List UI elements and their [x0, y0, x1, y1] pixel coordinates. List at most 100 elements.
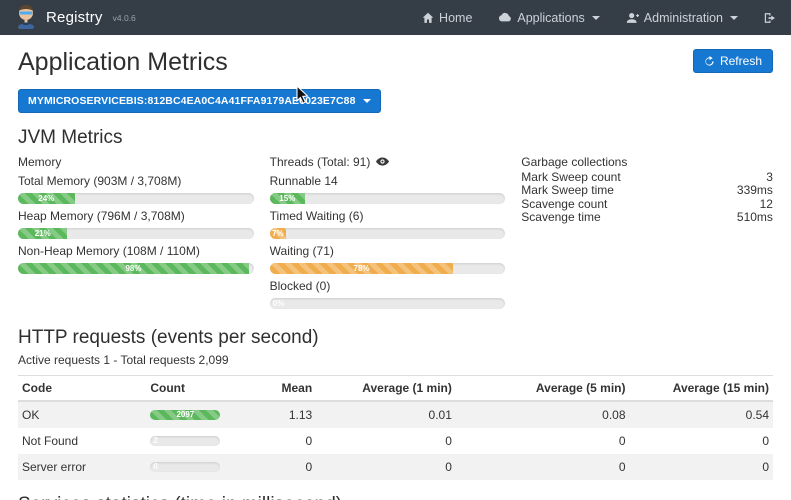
progress-track: 98% [18, 262, 254, 274]
refresh-icon [704, 55, 715, 67]
nav-administration-label: Administration [643, 10, 723, 25]
http-requests-subtitle: Active requests 1 - Total requests 2,099 [18, 352, 229, 367]
col-header-avg1: Average (1 min) [316, 374, 456, 402]
col-header-code: Code [18, 374, 147, 402]
count-bar-fill: 2 [150, 436, 157, 446]
refresh-label: Refresh [719, 54, 762, 68]
page-title: Application Metrics [18, 48, 228, 76]
http-avg1: 0 [445, 433, 452, 448]
nav-applications[interactable]: Applications [498, 10, 600, 25]
col-header-avg15: Average (15 min) [629, 374, 773, 402]
gc-value: 12 [759, 196, 773, 211]
http-mean: 0 [305, 459, 313, 474]
hipster-avatar-logo [14, 3, 38, 32]
progress-track: 0% [269, 297, 506, 309]
metric-waiting: Waiting (71) 78% [269, 244, 506, 274]
chevron-down-icon [730, 15, 738, 20]
brand-version: v4.0.6 [112, 12, 136, 23]
home-icon [422, 12, 434, 24]
metric-label: Heap Memory (796M / 3,708M) [18, 208, 185, 223]
count-bar-track: 2 [150, 435, 221, 446]
jvm-metrics-title: JVM Metrics [18, 126, 123, 148]
progress-value: 0% [272, 298, 285, 308]
count-value: 2 [153, 436, 158, 445]
brand-title: Registry [46, 9, 103, 26]
metric-nonheap-memory: Non-Heap Memory (108M / 110M) 98% [18, 244, 254, 274]
count-bar-track: 0 [150, 461, 221, 472]
user-admin-icon [626, 12, 639, 24]
table-header-row: Code Count Mean Average (1 min) Average … [18, 374, 773, 402]
progress-fill: 24% [18, 192, 75, 204]
http-avg15: 0.54 [745, 407, 769, 422]
progress-value: 78% [353, 263, 370, 273]
progress-value: 15% [279, 193, 296, 203]
progress-fill: 21% [18, 227, 68, 239]
nav-administration[interactable]: Administration [626, 11, 738, 25]
gc-value: 510ms [736, 210, 773, 224]
nav-home[interactable]: Home [422, 11, 472, 25]
instance-selector-label: MYMICROSERVICEBIS:812BC4EA0C4A41FFA9179A… [28, 94, 356, 107]
metric-blocked: Blocked (0) 0% [269, 278, 506, 309]
metric-label: Blocked (0) [269, 278, 331, 293]
nav-home-label: Home [439, 10, 473, 25]
threads-column: Threads (Total: 91) Runnable 14 15% Time… [269, 154, 522, 313]
progress-track: 15% [269, 192, 506, 204]
refresh-button[interactable]: Refresh [692, 49, 773, 73]
progress-fill: 7% [269, 227, 287, 239]
http-avg5: 0.08 [602, 407, 626, 422]
eye-icon[interactable] [376, 155, 390, 169]
http-requests-title: HTTP requests (events per second) [18, 326, 319, 348]
http-avg5: 0 [618, 459, 626, 474]
progress-value: 21% [34, 228, 51, 238]
metric-runnable: Runnable 14 15% [269, 173, 506, 204]
sign-out-icon [764, 12, 777, 24]
progress-track: 7% [269, 227, 506, 239]
table-row: Not Found 2 0 0 0 0 [18, 428, 773, 454]
sign-out-button[interactable] [764, 12, 777, 24]
gc-label: Scavenge time [521, 210, 601, 224]
count-bar-fill: 0 [150, 462, 157, 472]
table-row: Server error 0 0 0 0 0 [18, 453, 773, 480]
threads-subtitle: Threads (Total: 91) [269, 154, 371, 169]
instance-selector-dropdown[interactable]: MYMICROSERVICEBIS:812BC4EA0C4A41FFA9179A… [18, 88, 381, 113]
gc-row: Scavenge time 510ms [521, 210, 773, 225]
progress-track: 24% [18, 192, 254, 204]
metric-label: Total Memory (903M / 3,708M) [18, 173, 182, 188]
gc-row: Mark Sweep count 3 [521, 169, 773, 185]
memory-subtitle: Memory [18, 154, 62, 169]
count-value: 0 [153, 462, 158, 471]
brand[interactable]: Registry v4.0.6 [14, 3, 136, 32]
count-value: 2097 [176, 410, 195, 419]
progress-track: 78% [269, 262, 506, 274]
memory-column: Memory Total Memory (903M / 3,708M) 24% … [18, 155, 270, 313]
gc-label: Mark Sweep time [521, 183, 614, 197]
gc-label: Mark Sweep count [521, 169, 621, 184]
count-bar-fill: 2097 [150, 409, 221, 420]
http-avg1: 0 [445, 459, 452, 474]
metric-label: Runnable 14 [269, 173, 338, 188]
services-statistics-title: Services statistics (time in millisecond… [18, 494, 773, 500]
progress-fill: 15% [269, 192, 305, 204]
metric-label: Timed Waiting (6) [269, 208, 364, 223]
progress-value: 24% [38, 193, 55, 203]
progress-fill: 0% [270, 298, 285, 309]
http-mean: 0 [305, 433, 313, 448]
http-code: Server error [22, 459, 87, 474]
gc-label: Scavenge count [521, 196, 608, 211]
metric-total-memory: Total Memory (903M / 3,708M) 24% [18, 174, 254, 204]
gc-value: 339ms [736, 183, 773, 197]
metric-label: Non-Heap Memory (108M / 110M) [18, 243, 200, 258]
http-requests-table: Code Count Mean Average (1 min) Average … [18, 374, 773, 480]
chevron-down-icon [591, 15, 600, 20]
table-row: OK 2097 1.13 0.01 0.08 0.54 [18, 400, 773, 428]
http-code: Not Found [22, 433, 79, 448]
progress-value: 98% [125, 263, 142, 273]
gc-column: Garbage collections Mark Sweep count 3 M… [521, 155, 773, 313]
progress-fill: 78% [269, 262, 454, 274]
metric-timed-waiting: Timed Waiting (6) 7% [269, 208, 506, 239]
col-header-mean: Mean [267, 374, 317, 402]
col-header-avg5: Average (5 min) [455, 374, 630, 402]
http-avg15: 0 [762, 433, 769, 448]
http-mean: 1.13 [288, 407, 313, 422]
nav-applications-label: Applications [517, 10, 585, 25]
